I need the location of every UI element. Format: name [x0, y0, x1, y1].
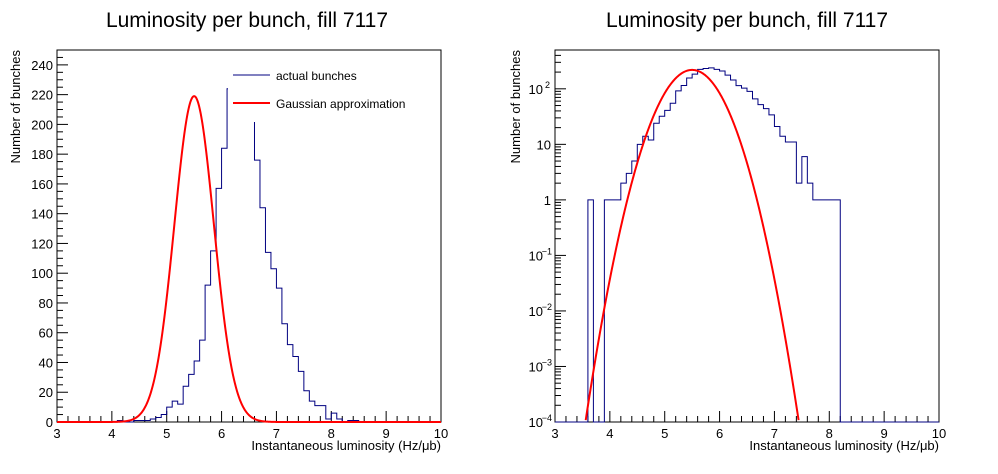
- plot-frame-log: [554, 49, 940, 423]
- chart-title-log: Luminosity per bunch, fill 7117: [606, 9, 888, 32]
- y-tick-label: 120: [31, 236, 53, 251]
- y-axis-label-log: Number of bunches: [508, 50, 523, 164]
- log-histogram-panel: Luminosity per bunch, fill 7117 3 4 5 6 7 8 9 1…: [508, 9, 946, 453]
- y-tick-label: 40: [39, 355, 53, 370]
- y-tick-label: 10: [529, 248, 543, 263]
- chart-title-linear: Luminosity per bunch, fill 7117: [106, 9, 388, 32]
- legend-entry-actual-bunches: actual bunches: [276, 69, 357, 83]
- legend-entry-gaussian: Gaussian approximation: [276, 97, 405, 111]
- y-tick-exponent: −1: [542, 246, 552, 256]
- gaussian-curve-log: [584, 68, 800, 421]
- x-tick-label: 7: [771, 426, 778, 441]
- legend: actual bunches Gaussian approximation: [228, 62, 433, 122]
- y-tick-label: 160: [31, 177, 53, 192]
- linear-histogram-panel: Luminosity per bunch, fill 7117 3 4 5 6 7 8 9 1…: [8, 9, 448, 453]
- y-tick-label: 10: [529, 82, 543, 97]
- x-tick-label: 4: [606, 426, 613, 441]
- x-axis-label-linear: Instantaneous luminosity (Hz/μb): [251, 438, 441, 453]
- x-tick-label: 5: [661, 426, 668, 441]
- y-tick-label: 240: [31, 58, 53, 73]
- y-tick-label: 20: [39, 385, 53, 400]
- x-tick-label: 7: [273, 426, 280, 441]
- y-tick-label: 180: [31, 147, 53, 162]
- y-tick-label: 200: [31, 117, 53, 132]
- x-tick-label: 8: [826, 426, 833, 441]
- x-tick-label: 9: [383, 426, 390, 441]
- y-tick-exponent: −2: [542, 302, 552, 312]
- x-tick-label: 10: [434, 426, 448, 441]
- y-tick-label: 1: [544, 193, 551, 208]
- actual-bunches-histogram-log: [555, 67, 939, 423]
- y-tick-label: 80: [39, 296, 53, 311]
- x-tick-label: 10: [932, 426, 946, 441]
- y-tick-label: 10: [529, 304, 543, 319]
- x-tick-label: 9: [881, 426, 888, 441]
- y-axis-linear: 0 20 40 60 80 100 120 140 160 180 200 220 240: [31, 49, 68, 430]
- x-tick-label: 4: [108, 426, 115, 441]
- y-tick-label: 10: [529, 359, 543, 374]
- y-axis-label-linear: Number of bunches: [8, 50, 23, 164]
- x-axis-log: 3 4 5 6 7 8 9 10: [551, 411, 946, 441]
- y-tick-label: 140: [31, 207, 53, 222]
- x-tick-label: 3: [551, 426, 558, 441]
- y-tick-exponent: −4: [542, 413, 552, 423]
- y-tick-label: 60: [39, 326, 53, 341]
- x-tick-label: 6: [218, 426, 225, 441]
- x-tick-label: 5: [163, 426, 170, 441]
- x-tick-label: 6: [716, 426, 723, 441]
- y-tick-label: 10: [529, 415, 543, 430]
- y-tick-exponent: 2: [545, 80, 550, 90]
- legend-box: [228, 62, 433, 122]
- gaussian-curve-linear: [57, 95, 441, 423]
- y-tick-exponent: −3: [542, 357, 552, 367]
- y-tick-label: 10: [537, 137, 551, 152]
- y-tick-label: 220: [31, 88, 53, 103]
- x-tick-label: 8: [328, 426, 335, 441]
- y-tick-label: 0: [46, 415, 53, 430]
- y-tick-label: 100: [31, 266, 53, 281]
- x-tick-label: 3: [53, 426, 60, 441]
- x-axis-label-log: Instantaneous luminosity (Hz/μb): [749, 438, 939, 453]
